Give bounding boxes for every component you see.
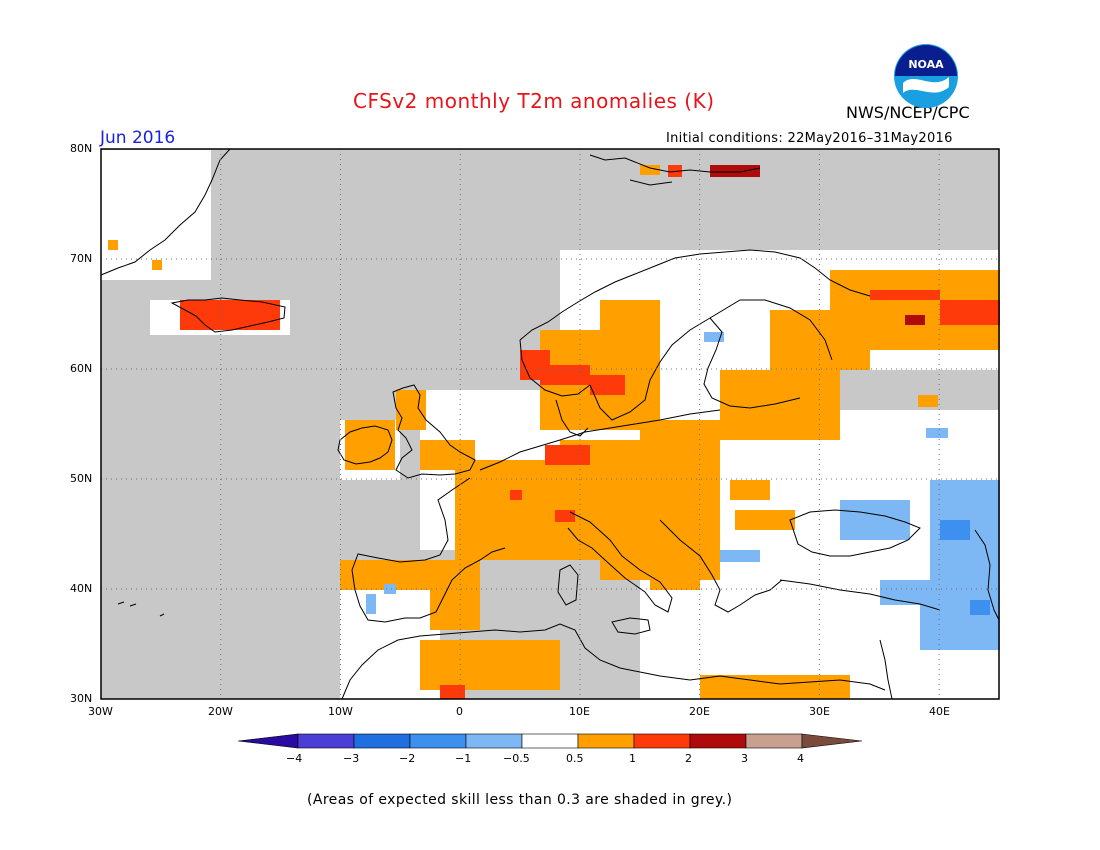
anomaly-cell (420, 440, 475, 470)
anomaly-cell (905, 315, 925, 325)
colorbar-arrow-low (237, 733, 299, 749)
colorbar-tick-5: −0.5 (503, 752, 530, 765)
anomaly-cell (700, 675, 850, 699)
anomaly-cell (940, 300, 1000, 325)
anomaly-cell (926, 428, 948, 438)
anomaly-cell (420, 640, 560, 690)
colorbar-tick-2: −3 (343, 752, 360, 765)
anomaly-cell (730, 480, 770, 500)
colorbar (237, 733, 863, 749)
x-tick-30E: 30E (809, 705, 830, 718)
y-tick-40N: 40N (70, 582, 93, 595)
anomaly-cell (152, 260, 162, 270)
noaa-logo: NOAA (893, 43, 959, 109)
anomaly-cell (396, 390, 426, 430)
y-tick-50N: 50N (70, 472, 93, 485)
colorbar-tick-8: 2 (685, 752, 692, 765)
colorbar-segment (297, 733, 355, 749)
anomaly-cell (720, 550, 760, 562)
colorbar-tick-7: 1 (629, 752, 636, 765)
colorbar-tick-3: −2 (399, 752, 416, 765)
y-tick-60N: 60N (70, 362, 93, 375)
colorbar-tick-4: −1 (455, 752, 472, 765)
x-tick-20E: 20E (689, 705, 710, 718)
colorbar-segment (689, 733, 747, 749)
y-tick-30N: 30N (70, 692, 93, 705)
anomaly-cell (970, 600, 990, 615)
anomaly-cell (720, 370, 840, 440)
x-tick-20W: 20W (208, 705, 233, 718)
x-tick-0: 0 (456, 705, 463, 718)
anomaly-cell (735, 510, 795, 530)
x-tick-10W: 10W (328, 705, 353, 718)
anomaly-cell (108, 240, 118, 250)
anomaly-cell (101, 150, 211, 280)
anomaly-cell (440, 685, 465, 699)
colorbar-tick-6: 0.5 (566, 752, 584, 765)
colorbar-segment (745, 733, 803, 749)
x-tick-40E: 40E (929, 705, 950, 718)
anomaly-cell (366, 594, 376, 614)
anomaly-cell (918, 395, 938, 407)
map-frame (100, 148, 1000, 700)
y-tick-70N: 70N (70, 252, 93, 265)
colorbar-segment (577, 733, 635, 749)
anomaly-cell (590, 375, 625, 395)
anomaly-cell (545, 445, 590, 465)
skill-note: (Areas of expected skill less than 0.3 a… (307, 792, 733, 808)
agency-label: NWS/NCEP/CPC (846, 103, 970, 122)
anomaly-cell (640, 165, 660, 175)
anomaly-cell (430, 560, 480, 630)
chart-title: CFSv2 monthly T2m anomalies (K) (353, 89, 715, 113)
colorbar-tick-9: 3 (741, 752, 748, 765)
anomaly-cell (510, 490, 522, 500)
anomaly-cell (180, 300, 280, 330)
anomaly-cell (870, 290, 940, 300)
colorbar-segment (353, 733, 411, 749)
colorbar-segment (521, 733, 579, 749)
forecast-month: Jun 2016 (100, 128, 176, 148)
anomaly-cell (384, 584, 396, 594)
colorbar-arrow-high (801, 733, 863, 749)
map-grid (101, 149, 999, 699)
initial-conditions: Initial conditions: 22May2016–31May2016 (666, 131, 953, 146)
y-tick-80N: 80N (70, 142, 93, 155)
colorbar-tick-10: 4 (797, 752, 804, 765)
colorbar-segment (465, 733, 523, 749)
logo-text: NOAA (908, 58, 944, 71)
anomaly-cell (704, 332, 724, 342)
x-tick-10E: 10E (569, 705, 590, 718)
anomaly-cell (540, 365, 590, 385)
colorbar-tick-1: −4 (286, 752, 303, 765)
x-tick-30W: 30W (88, 705, 113, 718)
anomaly-cell (600, 300, 660, 360)
colorbar-segment (633, 733, 691, 749)
colorbar-segment (409, 733, 467, 749)
anomaly-cell (710, 165, 760, 177)
anomaly-cell (555, 510, 575, 522)
anomaly-cell (940, 520, 970, 540)
anomaly-cell (650, 530, 700, 590)
